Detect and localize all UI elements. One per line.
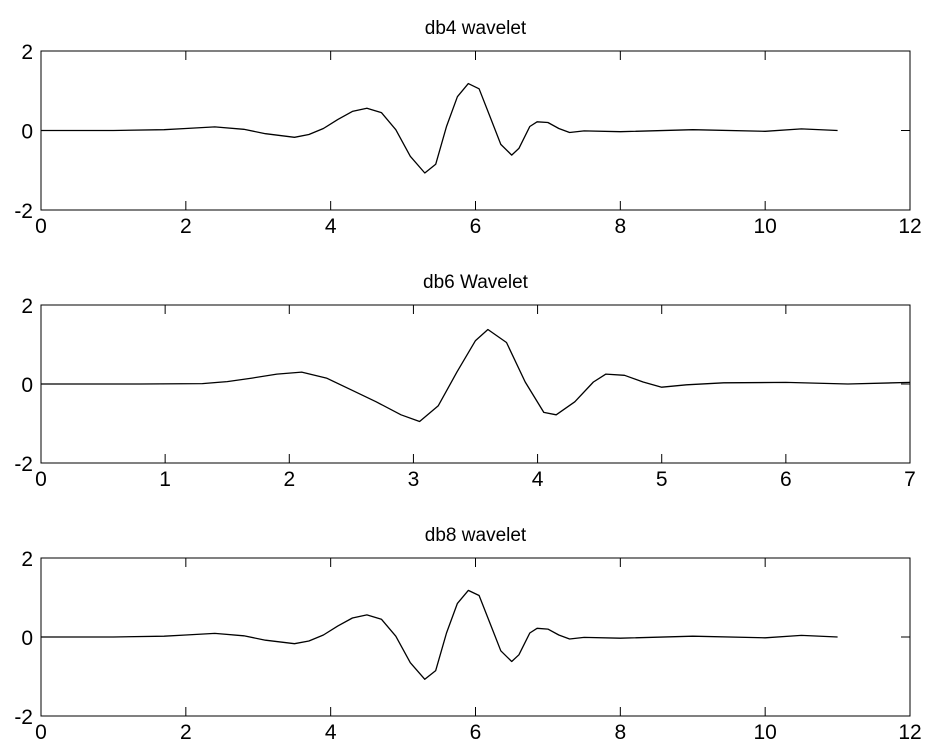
x-tick-label: 4 bbox=[325, 215, 337, 238]
chart-title: db4 wavelet bbox=[425, 18, 527, 39]
series-line bbox=[41, 328, 911, 423]
x-tick-label: 6 bbox=[780, 468, 792, 491]
x-tick-label: 2 bbox=[283, 468, 295, 491]
y-tick-label: -2 bbox=[14, 453, 33, 476]
chart-title: db8 wavelet bbox=[425, 525, 527, 546]
x-tick-label: 8 bbox=[614, 215, 626, 238]
chart-title: db6 Wavelet bbox=[423, 272, 529, 293]
y-tick-label: -2 bbox=[14, 706, 33, 729]
y-tick-label: 0 bbox=[21, 627, 33, 650]
x-tick-label: 12 bbox=[898, 721, 921, 744]
x-tick-label: 2 bbox=[180, 721, 192, 744]
y-tick-label: 2 bbox=[21, 295, 33, 318]
series-line bbox=[41, 589, 838, 680]
x-tick-label: 2 bbox=[180, 215, 192, 238]
x-tick-label: 6 bbox=[470, 721, 482, 744]
x-tick-label: 0 bbox=[35, 468, 47, 491]
x-tick-label: 3 bbox=[408, 468, 420, 491]
x-tick-label: 5 bbox=[656, 468, 668, 491]
x-tick-label: 1 bbox=[159, 468, 171, 491]
series-line bbox=[41, 82, 838, 174]
y-tick-label: 2 bbox=[21, 41, 33, 64]
x-tick-label: 8 bbox=[614, 721, 626, 744]
x-tick-label: 0 bbox=[35, 721, 47, 744]
x-tick-label: 0 bbox=[35, 215, 47, 238]
x-tick-label: 12 bbox=[898, 215, 921, 238]
x-tick-label: 10 bbox=[753, 721, 776, 744]
y-tick-label: 2 bbox=[21, 548, 33, 571]
y-tick-label: -2 bbox=[14, 200, 33, 223]
x-tick-label: 10 bbox=[753, 215, 776, 238]
y-tick-label: 0 bbox=[21, 374, 33, 397]
x-tick-label: 4 bbox=[325, 721, 337, 744]
y-tick-label: 0 bbox=[21, 121, 33, 144]
x-tick-label: 7 bbox=[904, 468, 916, 491]
x-tick-label: 4 bbox=[532, 468, 544, 491]
x-tick-label: 6 bbox=[470, 215, 482, 238]
